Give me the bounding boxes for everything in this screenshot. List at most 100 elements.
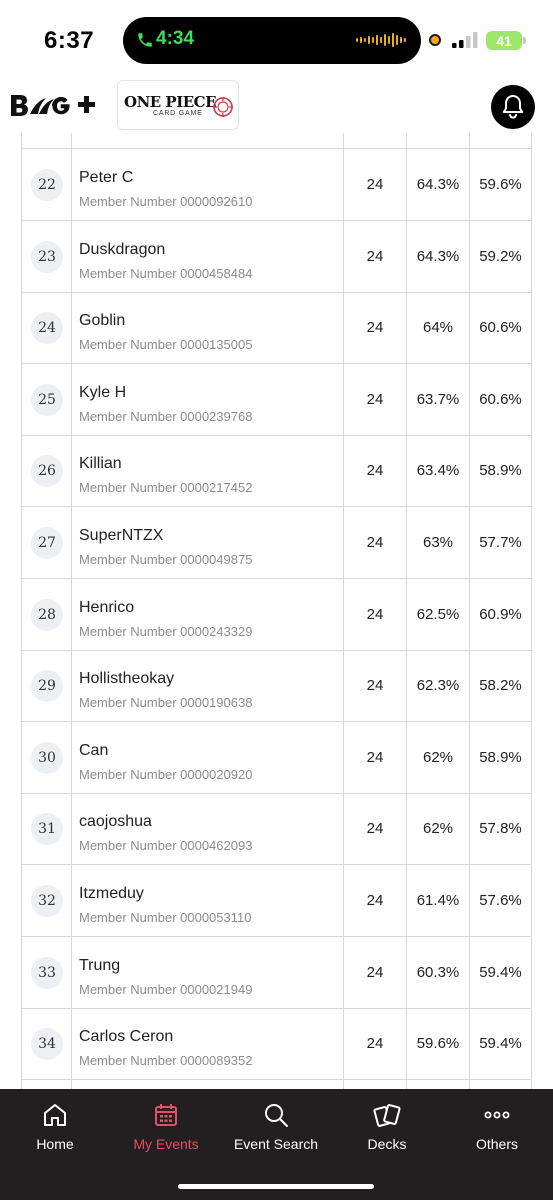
- rank-cell: 28: [21, 578, 72, 650]
- member-number: Member Number 0000239768: [79, 408, 253, 424]
- rank-badge: 22: [31, 169, 63, 201]
- points-value: 24: [366, 176, 384, 193]
- omw-cell: 64.3%: [407, 149, 470, 220]
- player-cell[interactable]: Duskdragon Member Number 0000458484: [72, 220, 344, 292]
- nav-home[interactable]: Home: [0, 1089, 110, 1169]
- omw-cell: 64.3%: [407, 220, 470, 292]
- oomw-cell: 60.6%: [470, 292, 532, 364]
- player-cell[interactable]: Trung Member Number 0000021949: [72, 936, 344, 1008]
- rank-badge: 27: [31, 527, 63, 559]
- player-cell[interactable]: Henrico Member Number 0000243329: [72, 578, 344, 650]
- omw-cell: 59.6%: [407, 1008, 470, 1080]
- player-cell[interactable]: Peter C Member Number 0000092610: [72, 149, 344, 220]
- one-piece-card-game-logo[interactable]: ONE PIECE CARD GAME: [117, 80, 239, 130]
- rank-cell: 23: [21, 220, 72, 292]
- omw-cell: 62.3%: [407, 650, 470, 722]
- omw-value: 63.7%: [416, 390, 460, 408]
- table-row[interactable]: 30 Can Member Number 0000020920 24 62% 58.9%: [21, 721, 532, 794]
- player-cell[interactable]: Can Member Number 0000020920: [72, 721, 344, 793]
- player-cell[interactable]: Itzmeduy Member Number 0000053110: [72, 865, 344, 936]
- member-number: Member Number 0000053110: [79, 910, 252, 925]
- table-row[interactable]: 32 Itzmeduy Member Number 0000053110 24 61.4…: [21, 865, 532, 937]
- player-name: Killian: [79, 455, 122, 473]
- table-row[interactable]: 29 Hollistheokay Member Number 0000190638 2…: [21, 650, 532, 723]
- points-value: 24: [366, 390, 384, 408]
- rank-badge: 30: [31, 741, 63, 774]
- table-row[interactable]: 31 caojoshua Member Number 0000462093 24 62%…: [21, 793, 532, 866]
- oomw-value: 58.9%: [479, 462, 522, 480]
- player-cell[interactable]: Carlos Ceron Member Number 0000089352: [72, 1008, 344, 1080]
- compass-emblem-icon: [213, 97, 233, 117]
- status-time: 6:37: [44, 27, 95, 54]
- points-cell: 24: [344, 936, 407, 1008]
- oomw-cell: 58.9%: [470, 435, 532, 507]
- rank-cell: 22: [21, 149, 72, 220]
- nav-decks[interactable]: Decks: [332, 1089, 442, 1169]
- notifications-button[interactable]: [491, 85, 535, 129]
- table-row[interactable]: 22 Peter C Member Number 0000092610 24 64.3%…: [21, 149, 532, 221]
- rank-badge: 25: [31, 383, 63, 416]
- home-icon: [44, 1104, 66, 1126]
- player-name: Goblin: [79, 312, 126, 330]
- table-row[interactable]: 24 Goblin Member Number 0000135005 24 64% 60.…: [21, 292, 532, 365]
- oomw-cell: 57.6%: [470, 865, 532, 936]
- omw-value: 60.3%: [416, 963, 460, 981]
- player-name: Carlos Ceron: [79, 1028, 174, 1046]
- rank-badge: 34: [31, 1028, 63, 1061]
- table-row-partial: [21, 1079, 532, 1089]
- table-row[interactable]: 28 Henrico Member Number 0000243329 24 62.5%…: [21, 578, 532, 651]
- battery-cap: [523, 37, 526, 44]
- nav-others[interactable]: Others: [442, 1089, 552, 1169]
- points-cell: 24: [344, 578, 407, 650]
- points-cell: 24: [344, 292, 407, 364]
- player-name: caojoshua: [79, 813, 152, 831]
- table-row[interactable]: 25 Kyle H Member Number 0000239768 24 63.7% 6…: [21, 363, 532, 436]
- oomw-value: 60.6%: [479, 319, 522, 337]
- player-cell[interactable]: caojoshua Member Number 0000462093: [72, 793, 344, 865]
- nav-event-search[interactable]: Event Search: [221, 1089, 331, 1169]
- ranking-table[interactable]: 22 Peter C Member Number 0000092610 24 64.3%…: [21, 133, 532, 1089]
- table-row[interactable]: 23 Duskdragon Member Number 0000458484 24 64…: [21, 220, 532, 293]
- recording-indicator-icon: [429, 34, 441, 46]
- bottom-navigation: Home My Events Event Search Decks: [0, 1089, 553, 1200]
- omw-cell: 63.7%: [407, 363, 470, 435]
- member-number: Member Number 0000217452: [79, 480, 253, 496]
- nav-my-events-label: My Events: [133, 1136, 199, 1152]
- table-row[interactable]: 27 SuperNTZX Member Number 0000049875 24 63%…: [21, 507, 532, 579]
- oomw-cell: 59.4%: [470, 936, 532, 1008]
- omw-value: 64.3%: [416, 176, 460, 193]
- player-cell[interactable]: Goblin Member Number 0000135005: [72, 292, 344, 364]
- table-row[interactable]: 26 Killian Member Number 0000217452 24 63.4%…: [21, 435, 532, 508]
- omw-value: 64.3%: [416, 247, 460, 265]
- player-cell[interactable]: Killian Member Number 0000217452: [72, 435, 344, 507]
- omw-value: 62%: [422, 820, 454, 838]
- points-value: 24: [366, 748, 384, 766]
- rank-badge: 23: [31, 240, 63, 273]
- nav-my-events[interactable]: My Events: [111, 1089, 221, 1169]
- nav-event-search-label: Event Search: [233, 1136, 319, 1152]
- home-indicator[interactable]: [178, 1184, 374, 1189]
- points-cell: 24: [344, 793, 407, 865]
- table-row[interactable]: 33 Trung Member Number 0000021949 24 60.3% 59…: [21, 936, 532, 1009]
- table-row-partial: [21, 133, 532, 149]
- oomw-value: 59.4%: [479, 1035, 522, 1053]
- bandai-tcg-plus-logo[interactable]: [8, 90, 100, 122]
- player-name: Itzmeduy: [79, 885, 144, 902]
- points-cell: 24: [344, 435, 407, 507]
- points-cell: 24: [344, 507, 407, 578]
- player-cell[interactable]: Kyle H Member Number 0000239768: [72, 363, 344, 435]
- nav-home-label: Home: [36, 1136, 74, 1152]
- player-cell[interactable]: SuperNTZX Member Number 0000049875: [72, 507, 344, 578]
- player-cell[interactable]: Hollistheokay Member Number 0000190638: [72, 650, 344, 722]
- calendar-icon: [155, 1104, 177, 1126]
- points-cell: 24: [344, 721, 407, 793]
- dynamic-island[interactable]: [123, 17, 421, 64]
- oomw-cell: 59.4%: [470, 1008, 532, 1080]
- oomw-cell: 57.8%: [470, 793, 532, 865]
- oomw-value: 57.7%: [479, 534, 522, 551]
- omw-value: 64%: [422, 319, 454, 337]
- rank-badge: 26: [31, 455, 63, 488]
- call-duration: 4:34: [156, 28, 195, 49]
- table-row[interactable]: 34 Carlos Ceron Member Number 0000089352 24…: [21, 1008, 532, 1081]
- rank-badge: 33: [31, 956, 63, 989]
